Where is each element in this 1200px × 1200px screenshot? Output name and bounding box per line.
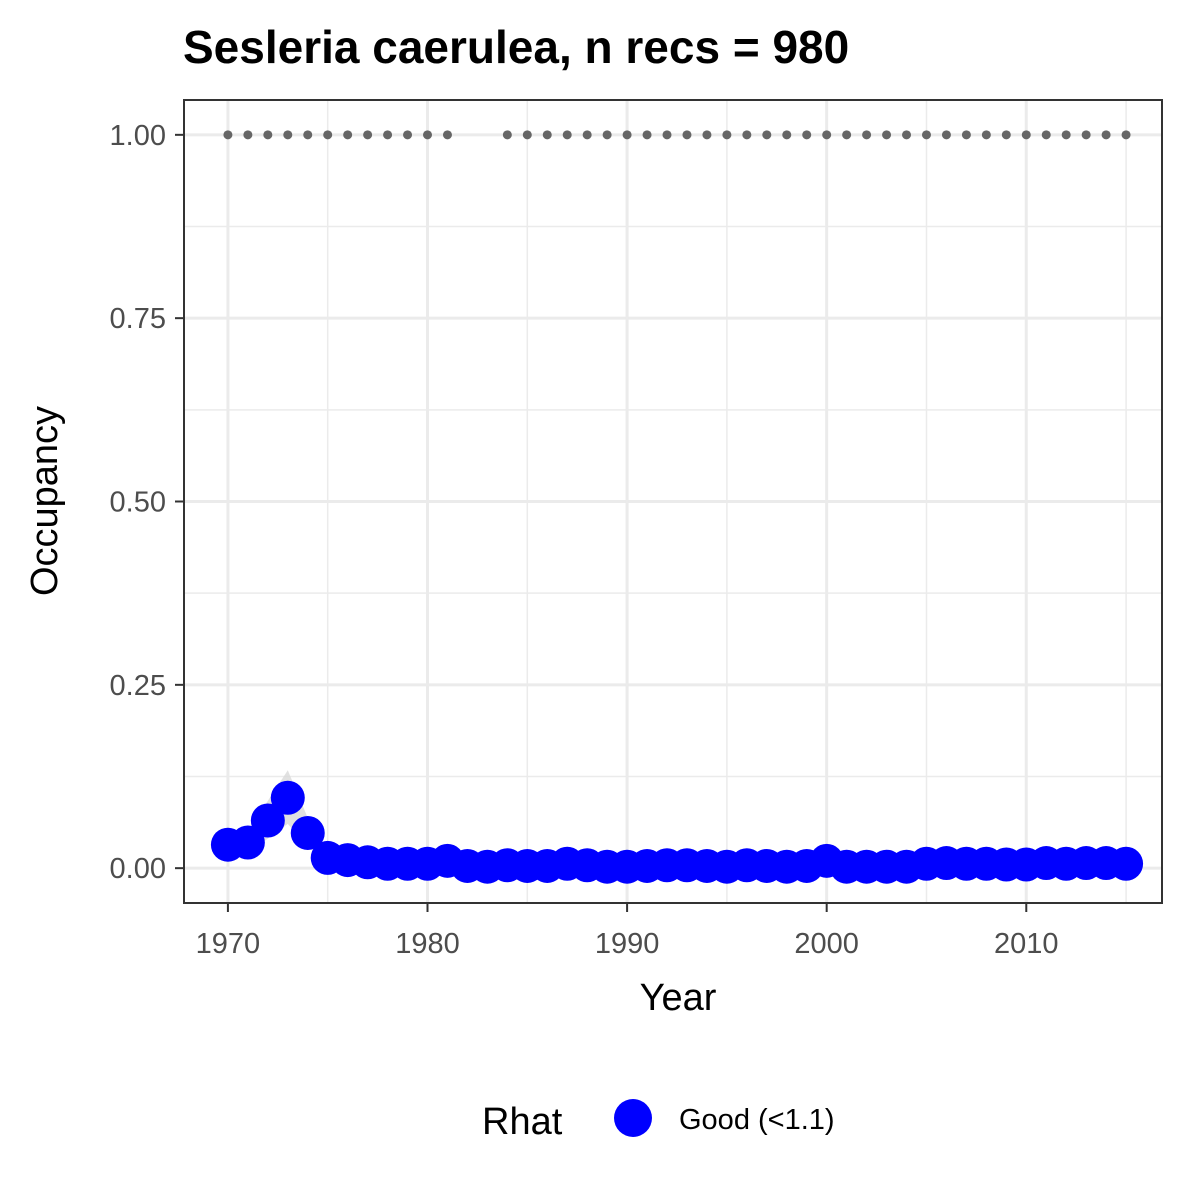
reference-point: [303, 130, 313, 140]
reference-point: [762, 130, 772, 140]
reference-point: [522, 130, 532, 140]
data-point: [250, 803, 285, 838]
legend: Rhat Good (<1.1): [482, 1099, 835, 1143]
reference-point: [1081, 130, 1091, 140]
legend-key-good: [614, 1099, 652, 1137]
reference-point: [403, 130, 413, 140]
reference-point: [1021, 130, 1031, 140]
reference-point: [383, 130, 393, 140]
y-tick-label: 0.50: [110, 487, 166, 519]
reference-point: [742, 130, 752, 140]
reference-point: [662, 130, 672, 140]
reference-point: [1041, 130, 1051, 140]
x-tick-label: 1990: [595, 928, 660, 960]
legend-label-good: Good (<1.1): [679, 1104, 835, 1136]
reference-point: [442, 130, 452, 140]
x-tick-label: 1970: [196, 928, 261, 960]
reference-point: [782, 130, 792, 140]
occupancy-points: [210, 780, 1144, 884]
reference-points: [223, 130, 1131, 140]
reference-point: [223, 130, 233, 140]
y-axis-title: Occupancy: [24, 406, 66, 596]
reference-point: [802, 130, 812, 140]
reference-point: [842, 130, 852, 140]
reference-point: [1121, 130, 1131, 140]
x-axis: 1970 1980 1990 2000 2010: [196, 903, 1059, 960]
data-point: [230, 825, 265, 860]
reference-point: [542, 130, 552, 140]
reference-point: [722, 130, 732, 140]
reference-point: [882, 130, 892, 140]
legend-title: Rhat: [482, 1101, 563, 1143]
reference-point: [423, 130, 433, 140]
reference-point: [283, 130, 293, 140]
y-tick-label: 1.00: [110, 120, 166, 152]
reference-point: [562, 130, 572, 140]
reference-point: [822, 130, 832, 140]
reference-point: [243, 130, 253, 140]
reference-point: [702, 130, 712, 140]
reference-point: [323, 130, 333, 140]
reference-point: [343, 130, 353, 140]
reference-point: [961, 130, 971, 140]
y-tick-label: 0.75: [110, 303, 166, 335]
reference-point: [582, 130, 592, 140]
reference-point: [1061, 130, 1071, 140]
reference-point: [502, 130, 512, 140]
reference-point: [921, 130, 931, 140]
reference-point: [941, 130, 951, 140]
x-tick-label: 2010: [994, 928, 1059, 960]
x-tick-label: 2000: [794, 928, 859, 960]
reference-point: [363, 130, 373, 140]
reference-point: [1001, 130, 1011, 140]
y-tick-label: 0.00: [110, 853, 166, 885]
x-axis-title: Year: [640, 977, 717, 1019]
chart-title: Sesleria caerulea, n recs = 980: [183, 21, 849, 73]
reference-point: [902, 130, 912, 140]
reference-point: [981, 130, 991, 140]
reference-point: [1101, 130, 1111, 140]
y-axis: 0.00 0.25 0.50 0.75 1.00: [110, 120, 184, 885]
data-point: [270, 780, 305, 815]
reference-point: [263, 130, 273, 140]
y-tick-label: 0.25: [110, 670, 166, 702]
x-tick-label: 1980: [395, 928, 460, 960]
reference-point: [622, 130, 632, 140]
reference-point: [682, 130, 692, 140]
reference-point: [642, 130, 652, 140]
reference-point: [602, 130, 612, 140]
data-point: [1109, 846, 1144, 881]
data-point: [290, 815, 325, 850]
reference-point: [862, 130, 872, 140]
